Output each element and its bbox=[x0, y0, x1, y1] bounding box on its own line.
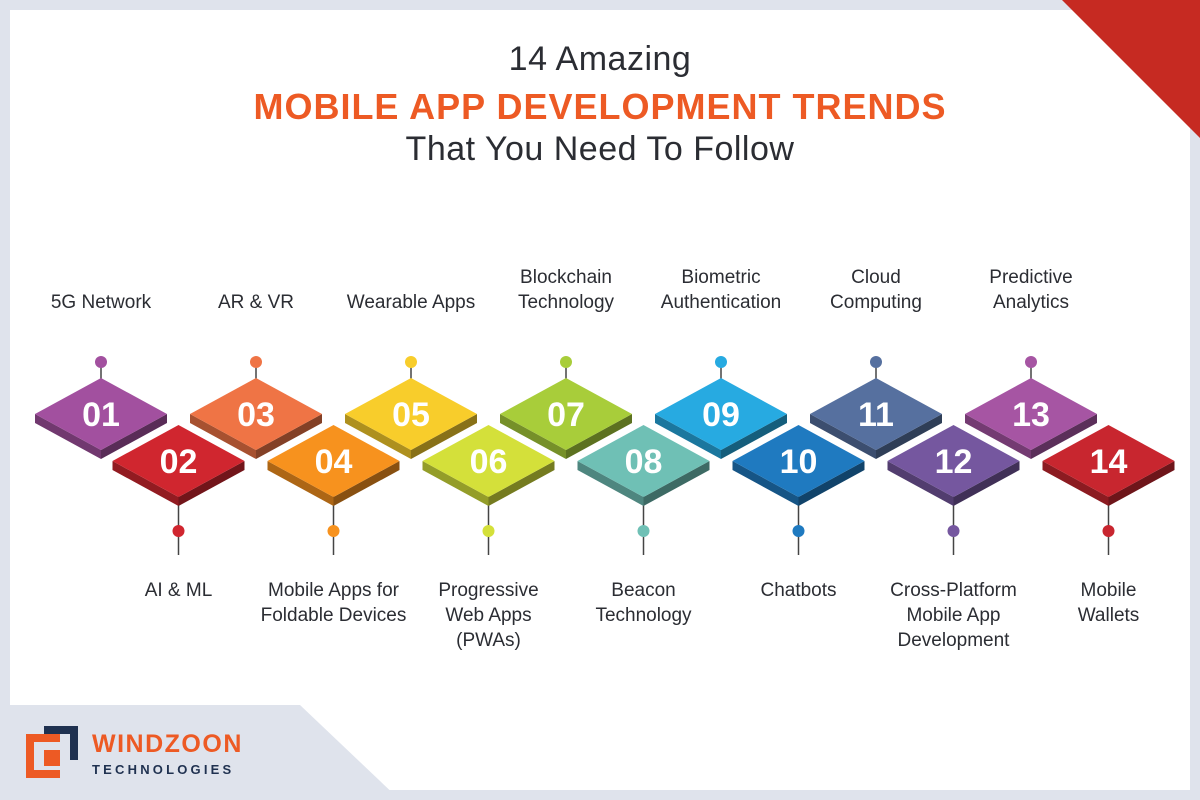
trend-label-01: 5G Network bbox=[50, 292, 152, 313]
trend-tile-12: 12 bbox=[887, 425, 1020, 506]
title-line-1: 14 Amazing bbox=[508, 40, 692, 78]
connector-dot-06 bbox=[482, 525, 495, 537]
connector-dot-05 bbox=[405, 356, 417, 368]
trend-number-08: 08 bbox=[625, 443, 663, 481]
company-logo: WINDZOON TECHNOLOGIES bbox=[26, 718, 266, 782]
trend-number-13: 13 bbox=[1012, 396, 1050, 434]
title-line-3: That You Need To Follow bbox=[405, 130, 795, 168]
trend-number-02: 02 bbox=[160, 443, 198, 481]
trend-number-01: 01 bbox=[82, 396, 120, 434]
trend-tile-09: 09 bbox=[655, 378, 787, 459]
trend-number-03: 03 bbox=[237, 396, 275, 434]
trend-number-05: 05 bbox=[392, 396, 430, 434]
trend-tile-14: 14 bbox=[1042, 425, 1175, 506]
trend-number-06: 06 bbox=[470, 443, 508, 481]
connector-dot-01 bbox=[95, 356, 107, 368]
connector-dot-02 bbox=[172, 525, 185, 537]
trend-label-12: Cross-Platform Mobile App Development bbox=[890, 580, 1017, 651]
trend-label-05: Wearable Apps bbox=[346, 292, 476, 313]
connector-dot-10 bbox=[792, 525, 805, 537]
trend-label-07: Blockchain Technology bbox=[517, 267, 615, 313]
connector-dot-08 bbox=[637, 525, 650, 537]
trend-number-09: 09 bbox=[702, 396, 740, 434]
logo-name: WINDZOON bbox=[92, 730, 243, 758]
trend-tile-13: 13 bbox=[965, 378, 1097, 459]
trend-label-09: Biometric Authentication bbox=[660, 267, 782, 313]
title-highlight: MOBILE APP DEVELOPMENT TRENDS bbox=[253, 86, 947, 127]
connector-dot-03 bbox=[250, 356, 262, 368]
logo-mark-icon bbox=[26, 726, 78, 778]
trend-tile-03: 03 bbox=[190, 378, 322, 459]
trend-tile-07: 07 bbox=[500, 378, 632, 459]
trend-tile-05: 05 bbox=[345, 378, 477, 459]
logo-subtitle: TECHNOLOGIES bbox=[92, 762, 235, 777]
trend-label-06: Progressive Web Apps (PWAs) bbox=[438, 580, 539, 651]
connector-dot-09 bbox=[715, 356, 727, 368]
connector-dot-11 bbox=[870, 356, 882, 368]
trend-number-12: 12 bbox=[935, 443, 973, 481]
trend-number-11: 11 bbox=[858, 396, 894, 434]
trend-tile-04: 04 bbox=[267, 425, 400, 506]
trend-tile-08: 08 bbox=[577, 425, 710, 506]
trend-number-04: 04 bbox=[315, 443, 353, 481]
trend-number-07: 07 bbox=[547, 396, 585, 434]
corner-triangle bbox=[1062, 0, 1200, 138]
connector-dot-13 bbox=[1025, 356, 1037, 368]
connector-dot-07 bbox=[560, 356, 572, 368]
trend-tile-01: 01 bbox=[35, 378, 167, 459]
connector-dot-04 bbox=[327, 525, 340, 537]
bottom-band bbox=[0, 705, 400, 800]
trend-tile-10: 10 bbox=[732, 425, 865, 506]
trend-label-03: AR & VR bbox=[217, 292, 295, 313]
trend-label-04: Mobile Apps for Foldable Devices bbox=[260, 580, 407, 626]
trend-label-02: AI & ML bbox=[144, 580, 213, 601]
trend-label-13: Predictive Analytics bbox=[989, 267, 1073, 313]
trend-label-10: Chatbots bbox=[760, 580, 837, 601]
connector-dot-14 bbox=[1102, 525, 1115, 537]
trend-label-14: Mobile Wallets bbox=[1077, 580, 1140, 626]
connector-dot-12 bbox=[947, 525, 960, 537]
trend-tile-06: 06 bbox=[422, 425, 555, 506]
trend-label-11: Cloud Computing bbox=[830, 267, 922, 313]
trend-number-10: 10 bbox=[780, 443, 818, 481]
trend-number-14: 14 bbox=[1090, 443, 1128, 481]
trend-label-08: Beacon Technology bbox=[595, 580, 692, 626]
trend-tile-02: 02 bbox=[112, 425, 245, 506]
trend-tile-11: 11 bbox=[810, 378, 942, 459]
